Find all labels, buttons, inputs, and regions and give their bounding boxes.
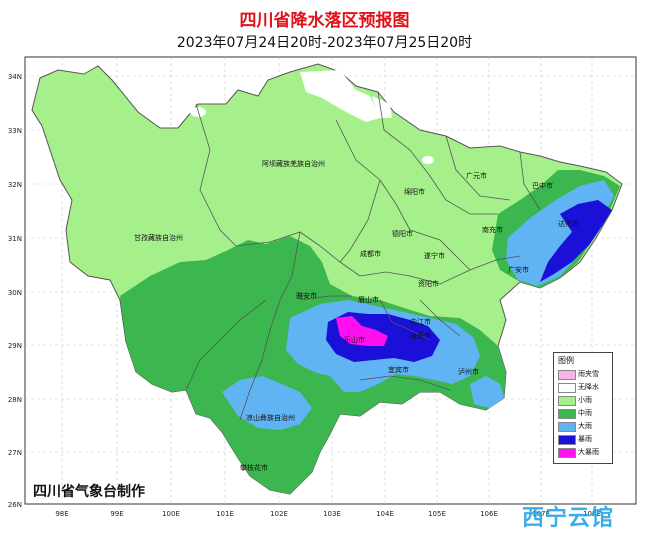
legend-item: 大雨	[558, 421, 610, 432]
place-label: 资阳市	[418, 279, 439, 288]
lon-label: 100E	[162, 510, 180, 518]
lon-label: 104E	[376, 510, 394, 518]
latitude-labels: 34N 33N 32N 31N 30N 29N 28N 27N 26N	[8, 73, 22, 509]
legend-swatch-severe	[558, 448, 576, 458]
lat-label: 26N	[8, 501, 22, 509]
legend-label: 小雨	[578, 396, 592, 404]
place-label: 成都市	[360, 249, 381, 258]
no-rain-areas	[190, 70, 434, 164]
place-label: 广安市	[508, 265, 529, 274]
lon-label: 102E	[270, 510, 288, 518]
legend-swatch-heavy	[558, 422, 576, 432]
legend-swatch-light	[558, 396, 576, 406]
legend-title: 图例	[558, 356, 574, 365]
legend-label: 中雨	[578, 409, 592, 417]
legend-item: 小雨	[558, 395, 610, 406]
place-label: 达州市	[558, 219, 579, 228]
place-label: 德阳市	[392, 229, 413, 238]
watermark-logo: 西宁云馆	[522, 506, 615, 531]
legend-item: 暴雨	[558, 434, 610, 445]
legend-label: 无降水	[578, 383, 599, 391]
lat-label: 32N	[8, 181, 22, 189]
credit-text: 四川省气象台制作	[33, 484, 145, 500]
legend-swatch-rainstorm	[558, 435, 576, 445]
lat-label: 31N	[8, 235, 22, 243]
place-label: 乐山市	[344, 335, 365, 344]
city-boundaries	[185, 91, 541, 421]
lat-label: 27N	[8, 449, 22, 457]
place-labels: 阿坝藏族羌族自治州 甘孜藏族自治州 凉山彝族自治州 攀枝花市 广元市 巴中市 绵…	[134, 159, 579, 472]
legend-label: 大暴雨	[578, 448, 599, 456]
lon-label: 98E	[55, 510, 68, 518]
heavy-rain-southeast	[470, 376, 504, 408]
place-label: 泸州市	[458, 367, 479, 376]
place-label: 内江市	[410, 317, 431, 326]
legend-swatch-moderate	[558, 409, 576, 419]
page-title: 四川省降水落区预报图	[239, 11, 410, 31]
place-label: 甘孜藏族自治州	[134, 233, 183, 242]
legend-item: 大暴雨	[558, 447, 610, 458]
place-label: 眉山市	[358, 295, 379, 304]
place-label: 南充市	[482, 225, 503, 234]
place-label: 自贡市	[410, 331, 431, 340]
legend-swatch-none	[558, 383, 576, 393]
lon-label: 105E	[428, 510, 446, 518]
lat-label: 30N	[8, 289, 22, 297]
place-label: 阿坝藏族羌族自治州	[262, 159, 325, 168]
legend-label: 暴雨	[578, 435, 592, 443]
place-label: 宜宾市	[388, 365, 409, 374]
place-label: 遂宁市	[424, 251, 445, 260]
longitude-labels: 98E 99E 100E 101E 102E 103E 104E 105E 10…	[55, 510, 601, 518]
place-label: 巴中市	[532, 181, 553, 190]
legend-item: 中雨	[558, 408, 610, 419]
lon-label: 101E	[216, 510, 234, 518]
place-label: 绵阳市	[404, 187, 425, 196]
place-label: 攀枝花市	[240, 463, 268, 472]
lon-label: 103E	[323, 510, 341, 518]
lon-label: 106E	[480, 510, 498, 518]
legend-item: 无降水	[558, 382, 610, 393]
lat-label: 33N	[8, 127, 22, 135]
lat-label: 34N	[8, 73, 22, 81]
heavy-rain-south	[222, 376, 312, 430]
place-label: 凉山彝族自治州	[246, 413, 295, 422]
lon-label: 107E	[532, 510, 550, 518]
place-label: 广元市	[466, 171, 487, 180]
map-legend: 图例 雨夹雪 无降水 小雨 中雨 大雨 暴雨 大暴雨	[553, 352, 613, 464]
severe-rainstorm-area	[336, 316, 388, 346]
lat-label: 29N	[8, 342, 22, 350]
legend-item: 雨夹雪	[558, 369, 610, 380]
lat-label: 28N	[8, 396, 22, 404]
lon-label: 108E	[583, 510, 601, 518]
rainstorm-northeast	[540, 200, 612, 282]
legend-label: 大雨	[578, 422, 592, 430]
legend-swatch-sleet	[558, 370, 576, 380]
legend-label: 雨夹雪	[578, 370, 599, 378]
page-subtitle: 2023年07月24日20时-2023年07月25日20时	[176, 35, 473, 51]
place-label: 雅安市	[296, 291, 317, 300]
lon-label: 99E	[110, 510, 123, 518]
